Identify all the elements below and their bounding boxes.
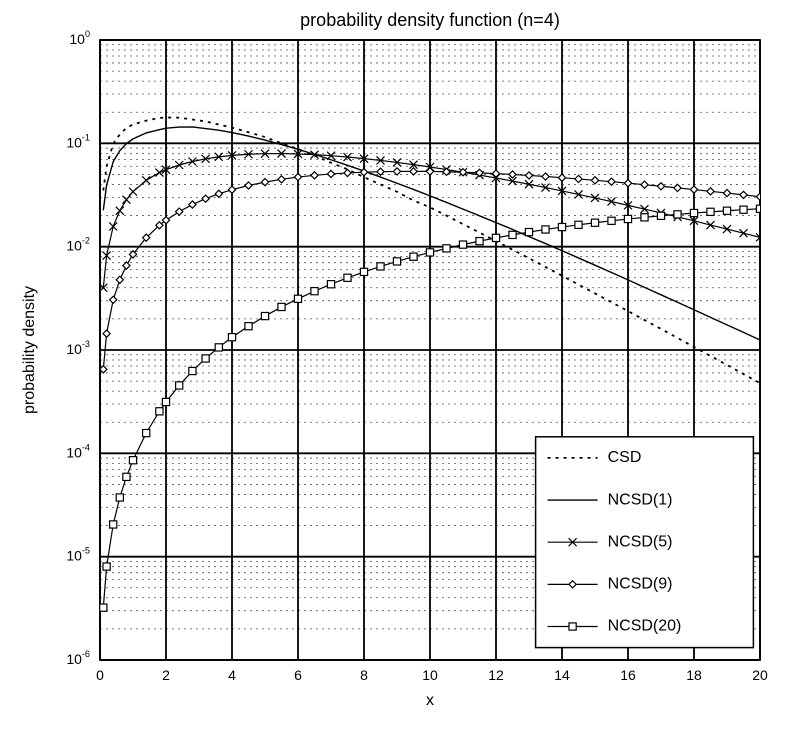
x-tick-label: 6 — [294, 667, 302, 683]
legend-item-label: NCSD(5) — [608, 533, 673, 550]
chart-title: probability density function (n=4) — [300, 10, 560, 30]
legend-item-label: NCSD(9) — [608, 576, 673, 593]
x-tick-label: 8 — [360, 667, 368, 683]
x-tick-label: 20 — [752, 667, 768, 683]
x-tick-label: 16 — [620, 667, 636, 683]
legend-item-label: NCSD(1) — [608, 491, 673, 508]
x-tick-label: 10 — [422, 667, 438, 683]
legend-item-label: NCSD(20) — [608, 618, 682, 635]
x-tick-label: 18 — [686, 667, 702, 683]
x-tick-label: 2 — [162, 667, 170, 683]
x-tick-label: 14 — [554, 667, 570, 683]
chart-svg: 02468101214161820x10-610-510-410-310-210… — [0, 0, 800, 730]
legend-item-label: CSD — [608, 449, 642, 466]
x-tick-label: 4 — [228, 667, 236, 683]
legend: CSD NCSD(1) NCSD(5) NCSD(9) NCSD(20) — [536, 437, 754, 648]
x-axis-label: x — [426, 692, 434, 709]
pdf-chart: 02468101214161820x10-610-510-410-310-210… — [0, 0, 800, 730]
x-tick-label: 0 — [96, 667, 104, 683]
x-tick-label: 12 — [488, 667, 504, 683]
y-axis-label: probability density — [21, 286, 38, 414]
